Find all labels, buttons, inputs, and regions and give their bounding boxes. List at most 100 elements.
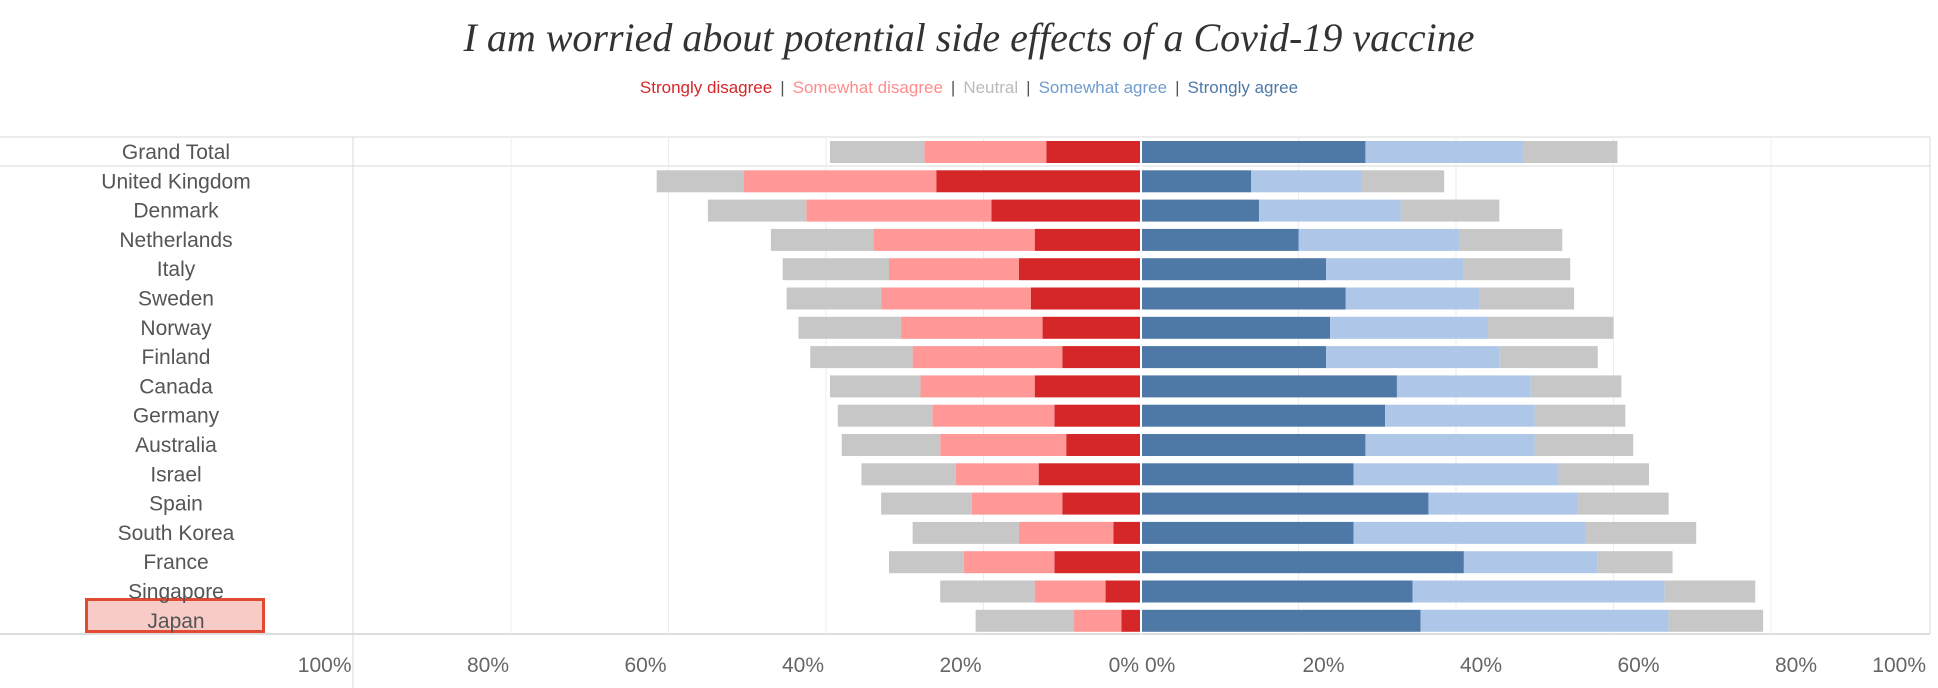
bar-somewhat-disagree[interactable]	[881, 287, 1031, 310]
bar-neutral-right[interactable]	[1534, 434, 1634, 456]
bar-strongly-agree[interactable]	[1141, 258, 1327, 281]
bar-somewhat-disagree[interactable]	[873, 228, 1035, 251]
bar-neutral-right[interactable]	[1530, 375, 1622, 398]
bar-strongly-disagree[interactable]	[1030, 287, 1141, 310]
bar-strongly-agree[interactable]	[1141, 609, 1421, 632]
bar-neutral-right[interactable]	[1522, 141, 1618, 163]
bar-somewhat-agree[interactable]	[1385, 404, 1535, 427]
bar-strongly-agree[interactable]	[1141, 141, 1366, 163]
bar-strongly-disagree[interactable]	[1054, 551, 1141, 574]
bar-neutral-right[interactable]	[1585, 521, 1697, 544]
bar-somewhat-disagree[interactable]	[963, 551, 1055, 574]
bar-neutral-left[interactable]	[837, 404, 933, 427]
legend-strongly-disagree[interactable]: Strongly disagree	[639, 78, 773, 97]
bar-somewhat-agree[interactable]	[1420, 609, 1669, 632]
bar-strongly-disagree[interactable]	[1034, 228, 1141, 251]
legend-somewhat-agree[interactable]: Somewhat agree	[1038, 78, 1168, 97]
bar-strongly-disagree[interactable]	[1046, 141, 1142, 163]
category-label[interactable]: Norway	[140, 317, 212, 340]
bar-strongly-agree[interactable]	[1141, 521, 1354, 544]
bar-strongly-disagree[interactable]	[1066, 434, 1141, 456]
bar-neutral-left[interactable]	[881, 492, 972, 515]
bar-neutral-right[interactable]	[1400, 199, 1500, 222]
bar-somewhat-disagree[interactable]	[889, 258, 1019, 281]
bar-strongly-disagree[interactable]	[991, 199, 1141, 222]
bar-strongly-agree[interactable]	[1141, 404, 1386, 427]
legend-somewhat-disagree[interactable]: Somewhat disagree	[792, 78, 943, 97]
bar-somewhat-agree[interactable]	[1326, 258, 1464, 281]
category-label[interactable]: Finland	[142, 346, 211, 369]
category-label[interactable]: Japan	[147, 610, 204, 633]
bar-somewhat-agree[interactable]	[1396, 375, 1531, 398]
category-label[interactable]: France	[143, 551, 208, 574]
bar-strongly-disagree[interactable]	[1105, 580, 1141, 603]
bar-strongly-disagree[interactable]	[1042, 316, 1141, 339]
bar-neutral-right[interactable]	[1558, 463, 1649, 486]
bar-neutral-left[interactable]	[810, 346, 913, 369]
bar-neutral-left[interactable]	[975, 609, 1075, 632]
category-label[interactable]: Australia	[135, 434, 217, 457]
bar-strongly-disagree[interactable]	[1062, 492, 1141, 515]
bar-neutral-left[interactable]	[829, 375, 921, 398]
bar-somewhat-agree[interactable]	[1330, 316, 1488, 339]
bar-neutral-right[interactable]	[1578, 492, 1669, 515]
bar-neutral-right[interactable]	[1361, 170, 1445, 193]
bar-strongly-disagree[interactable]	[1054, 404, 1141, 427]
selected-row-highlight[interactable]	[85, 598, 265, 633]
bar-neutral-right[interactable]	[1499, 346, 1598, 369]
category-label[interactable]: South Korea	[118, 522, 235, 545]
bar-neutral-left[interactable]	[786, 287, 882, 310]
bar-neutral-right[interactable]	[1463, 258, 1571, 281]
bar-neutral-left[interactable]	[841, 434, 941, 456]
bar-somewhat-disagree[interactable]	[940, 434, 1067, 456]
legend-neutral[interactable]: Neutral	[963, 78, 1019, 97]
bar-strongly-agree[interactable]	[1141, 580, 1413, 603]
category-label[interactable]: Italy	[157, 258, 196, 281]
bar-somewhat-agree[interactable]	[1345, 287, 1480, 310]
bar-somewhat-disagree[interactable]	[900, 316, 1043, 339]
bar-strongly-agree[interactable]	[1141, 287, 1346, 310]
bar-somewhat-agree[interactable]	[1365, 141, 1523, 163]
bar-neutral-right[interactable]	[1459, 228, 1563, 251]
bar-strongly-disagree[interactable]	[1062, 346, 1141, 369]
category-label[interactable]: Grand Total	[122, 141, 230, 164]
bar-somewhat-agree[interactable]	[1353, 463, 1559, 486]
category-label[interactable]: Denmark	[133, 200, 219, 223]
bar-strongly-agree[interactable]	[1141, 375, 1397, 398]
category-label[interactable]: Sweden	[138, 288, 214, 311]
bar-strongly-disagree[interactable]	[1121, 609, 1141, 632]
bar-strongly-agree[interactable]	[1141, 492, 1429, 515]
bar-strongly-agree[interactable]	[1141, 316, 1330, 339]
bar-somewhat-disagree[interactable]	[932, 404, 1055, 427]
bar-neutral-left[interactable]	[770, 228, 874, 251]
bar-somewhat-disagree[interactable]	[920, 375, 1035, 398]
legend-strongly-agree[interactable]: Strongly agree	[1187, 78, 1299, 97]
bar-neutral-left[interactable]	[829, 141, 925, 163]
bar-neutral-right[interactable]	[1479, 287, 1575, 310]
bar-strongly-agree[interactable]	[1141, 346, 1327, 369]
bar-somewhat-disagree[interactable]	[1074, 609, 1122, 632]
bar-somewhat-agree[interactable]	[1259, 199, 1401, 222]
category-label[interactable]: Netherlands	[119, 229, 232, 252]
category-label[interactable]: Singapore	[128, 581, 224, 604]
bar-strongly-disagree[interactable]	[1018, 258, 1141, 281]
bar-strongly-agree[interactable]	[1141, 199, 1260, 222]
bar-somewhat-agree[interactable]	[1251, 170, 1362, 193]
bar-somewhat-agree[interactable]	[1353, 521, 1586, 544]
bar-strongly-agree[interactable]	[1141, 170, 1252, 193]
bar-strongly-agree[interactable]	[1141, 434, 1366, 456]
bar-somewhat-disagree[interactable]	[1018, 521, 1114, 544]
category-label[interactable]: United Kingdom	[101, 170, 250, 193]
bar-neutral-left[interactable]	[707, 199, 807, 222]
bar-somewhat-disagree[interactable]	[1034, 580, 1106, 603]
bar-strongly-disagree[interactable]	[1034, 375, 1141, 398]
bar-strongly-agree[interactable]	[1141, 463, 1354, 486]
bar-somewhat-disagree[interactable]	[806, 199, 992, 222]
bar-neutral-right[interactable]	[1597, 551, 1673, 574]
bar-neutral-right[interactable]	[1534, 404, 1626, 427]
bar-neutral-left[interactable]	[798, 316, 901, 339]
bar-somewhat-disagree[interactable]	[912, 346, 1063, 369]
category-label[interactable]: Spain	[149, 493, 203, 516]
bar-neutral-left[interactable]	[889, 551, 964, 574]
bar-somewhat-agree[interactable]	[1463, 551, 1598, 574]
